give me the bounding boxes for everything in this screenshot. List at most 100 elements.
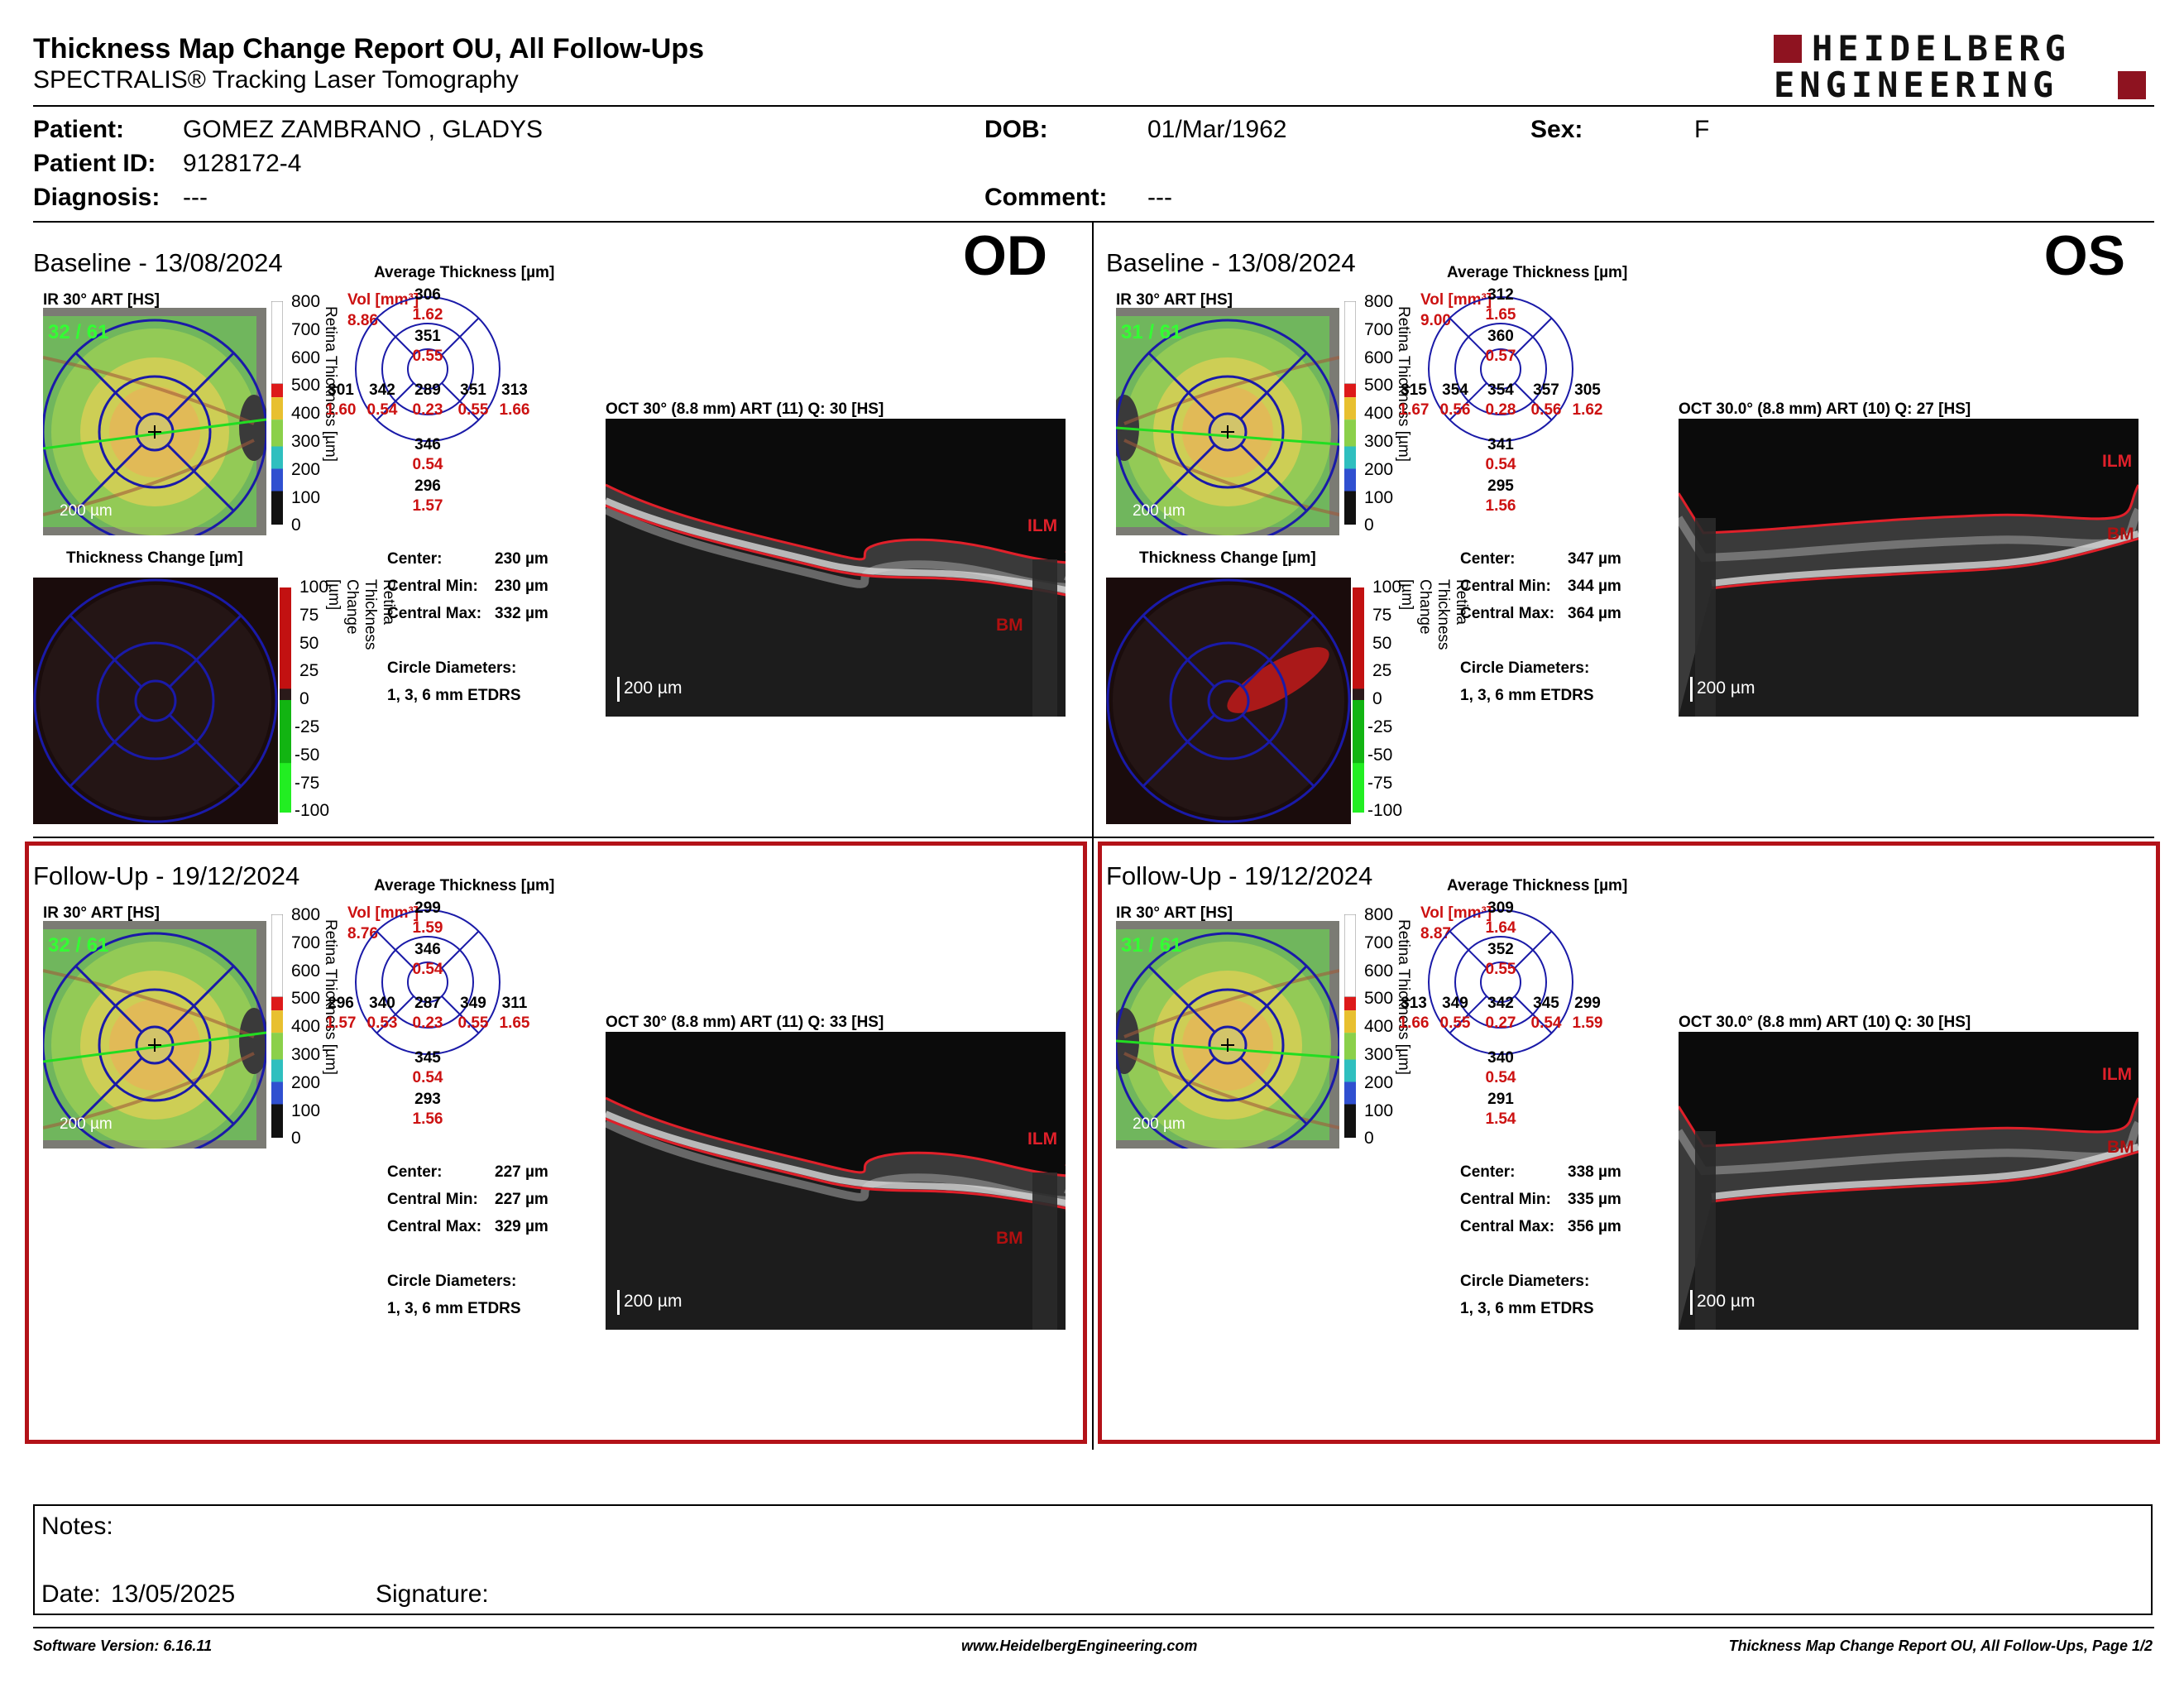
change-colorbar [1353, 587, 1364, 813]
central-max-value: 356 µm [1568, 1218, 1621, 1235]
oct-scale-bar [617, 1290, 620, 1315]
notes-box[interactable]: Notes: Date: 13/05/2025 Signature: [33, 1504, 2153, 1615]
etdrs-no-volume: 1.65 [499, 1014, 530, 1032]
etdrs-grid [355, 909, 500, 1055]
etdrs-io-thickness: 296 [414, 477, 441, 495]
thickness-scale-tick: 0 [1364, 1129, 1374, 1149]
thickness-scale-tick: 400 [291, 1017, 321, 1037]
change-scale-tick: 0 [1372, 689, 1382, 709]
etdrs-to-thickness: 315 [1401, 381, 1427, 399]
thickness-colorbar [1343, 914, 1357, 1138]
circle-diameters-value: 1, 3, 6 mm ETDRS [1460, 1300, 1594, 1317]
etdrs-c-volume: 0.27 [1485, 1014, 1516, 1032]
etdrs-c-thickness: 342 [1487, 995, 1514, 1012]
oct-bscan-image: 200 µm ILM BM [1679, 1032, 2138, 1330]
heidelberg-logo: HEIDELBERG ENGINEERING [1774, 28, 2154, 105]
oct-label: OCT 30° (8.8 mm) ART (11) Q: 33 [HS] [606, 1014, 884, 1031]
avg-thickness-title: Average Thickness [µm] [374, 877, 555, 894]
etdrs-to-volume: 1.60 [325, 401, 357, 419]
thickness-colorbar [271, 300, 284, 525]
report-title: Thickness Map Change Report OU, All Foll… [33, 33, 705, 65]
etdrs-ni-thickness: 345 [1533, 995, 1559, 1012]
thickness-scale-tick: 800 [291, 905, 321, 924]
center-label: Center: [1460, 1163, 1516, 1181]
etdrs-ii-volume: 0.54 [412, 1069, 443, 1086]
central-max-label: Central Max: [387, 1218, 482, 1235]
etdrs-no-volume: 1.62 [1572, 401, 1603, 419]
os-followup-frame [1098, 842, 2160, 1444]
thickness-scale-tick: 300 [1364, 432, 1394, 451]
oct-scale-bar [617, 677, 620, 702]
fundus-thickness-map: 32 / 61 200 µm [43, 308, 266, 535]
thickness-scale-tick: 300 [291, 432, 321, 451]
os-base-panel: Baseline - 13/08/2024 OS IR 30° ART [HS] 3… [1073, 0, 2148, 824]
change-colorbar [280, 587, 291, 813]
thickness-scale-tick: 700 [1364, 319, 1394, 339]
etdrs-ti-volume: 0.56 [1439, 401, 1471, 419]
thickness-scale-tick: 500 [1364, 376, 1394, 396]
circle-diameters-value: 1, 3, 6 mm ETDRS [1460, 687, 1594, 704]
etdrs-io-thickness: 293 [414, 1091, 441, 1108]
date-value: 13/05/2025 [111, 1580, 236, 1608]
thickness-scale-tick: 700 [1364, 933, 1394, 952]
etdrs-to-thickness: 313 [1401, 995, 1427, 1012]
fundus-scale-label: 200 µm [60, 502, 113, 520]
etdrs-ti-thickness: 342 [369, 381, 395, 399]
avg-thickness-title: Average Thickness [µm] [1447, 264, 1628, 281]
etdrs-si-volume: 0.55 [412, 348, 443, 365]
central-min-label: Central Min: [387, 578, 478, 595]
etdrs-c-thickness: 289 [414, 381, 441, 399]
diagnosis-value: --- [183, 184, 208, 211]
etdrs-so-volume: 1.62 [412, 306, 443, 324]
fundus-scale-label: 200 µm [1133, 1115, 1185, 1133]
etdrs-ii-thickness: 346 [414, 436, 441, 453]
sex-label: Sex: [1530, 116, 1583, 143]
etdrs-ti-thickness: 349 [1442, 995, 1468, 1012]
ir-label: IR 30° ART [HS] [1116, 904, 1233, 922]
thickness-change-map [1106, 578, 1351, 824]
change-scale-tick: -50 [1367, 745, 1393, 765]
quality-label: 31 / 61 [1121, 934, 1182, 957]
change-scale-tick: 25 [299, 661, 319, 681]
website-link[interactable]: www.HeidelbergEngineering.com [961, 1638, 1198, 1654]
avg-thickness-title: Average Thickness [µm] [374, 264, 555, 281]
etdrs-container [353, 295, 502, 444]
central-min-label: Central Min: [1460, 1191, 1551, 1208]
thickness-scale-label: Retina Thickness [µm] [1395, 306, 1412, 462]
page-footer: Thickness Map Change Report OU, All Foll… [1728, 1638, 2153, 1654]
thickness-scale-tick: 100 [1364, 487, 1394, 507]
etdrs-si-thickness: 352 [1487, 941, 1514, 958]
circle-diameters-label: Circle Diameters: [1460, 659, 1590, 677]
etdrs-ii-volume: 0.54 [1485, 1069, 1516, 1086]
volume-label: Vol [mm³] [347, 904, 419, 922]
dob-value: 01/Mar/1962 [1147, 116, 1287, 143]
central-max-label: Central Max: [1460, 605, 1555, 622]
change-scale-tick: 75 [299, 605, 319, 625]
bm-label: BM [2107, 525, 2134, 544]
volume-label: Vol [mm³] [1420, 904, 1492, 922]
etdrs-so-volume: 1.65 [1485, 306, 1516, 324]
panel-title: Follow-Up - 19/12/2024 [1106, 861, 1373, 890]
thickness-scale-tick: 400 [1364, 1017, 1394, 1037]
change-scale-tick: 75 [1372, 605, 1392, 625]
bm-label: BM [996, 616, 1023, 635]
thickness-scale-tick: 500 [1364, 989, 1394, 1009]
fundus-thickness-map: 32 / 61 200 µm [43, 921, 266, 1149]
ilm-label: ILM [1027, 516, 1058, 535]
etdrs-so-thickness: 309 [1487, 899, 1514, 917]
ilm-label: ILM [2102, 452, 2133, 471]
ir-label: IR 30° ART [HS] [43, 904, 160, 922]
etdrs-grid [355, 296, 500, 442]
oct-scale-bar [1690, 677, 1693, 702]
etdrs-no-thickness: 311 [501, 995, 528, 1012]
etdrs-ii-thickness: 341 [1487, 436, 1514, 453]
etdrs-so-volume: 1.64 [1485, 919, 1516, 937]
etdrs-no-volume: 1.59 [1572, 1014, 1603, 1032]
od-fu-panel: Follow-Up - 19/12/2024 IR 30° ART [HS] 32… [0, 613, 1075, 1330]
thickness-scale-tick: 500 [291, 989, 321, 1009]
etdrs-io-volume: 1.54 [1485, 1110, 1516, 1128]
etdrs-ni-volume: 0.56 [1530, 401, 1562, 419]
etdrs-c-volume: 0.28 [1485, 401, 1516, 419]
patient-label: Patient: [33, 116, 125, 143]
change-scale-tick: 50 [299, 633, 319, 653]
